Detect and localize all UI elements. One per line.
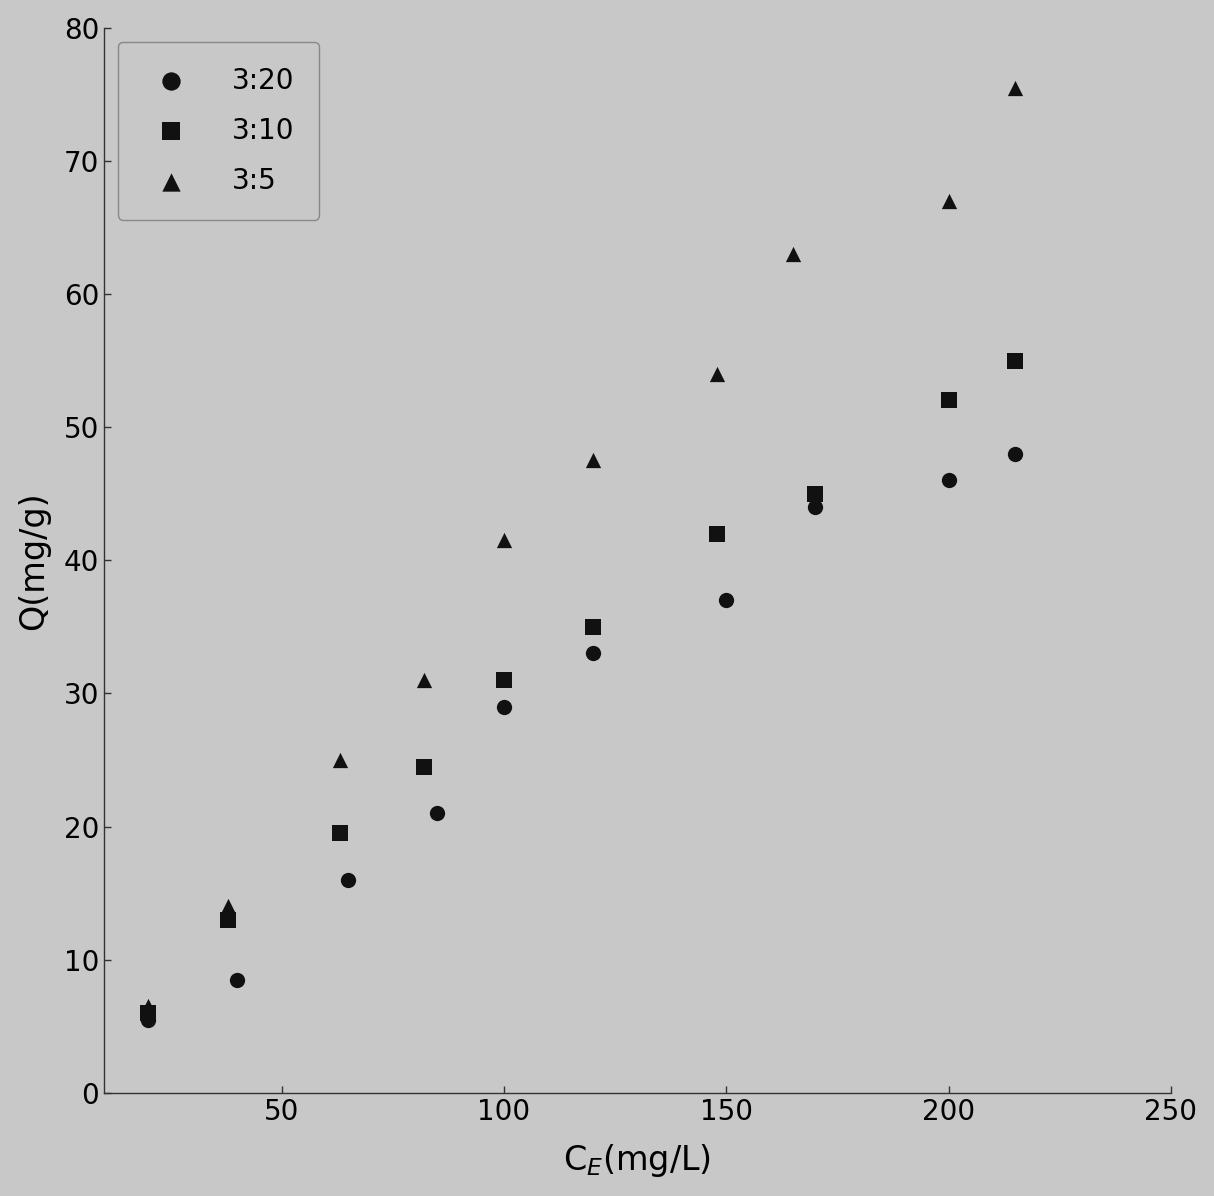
X-axis label: C$_{E}$(mg/L): C$_{E}$(mg/L): [563, 1142, 711, 1179]
3:5: [330, 750, 350, 769]
3:10: [494, 671, 514, 690]
3:5: [219, 897, 238, 916]
3:20: [227, 970, 246, 989]
Y-axis label: Q(mg/g): Q(mg/g): [17, 490, 50, 629]
3:20: [494, 697, 514, 716]
3:10: [708, 524, 727, 543]
3:20: [805, 498, 824, 517]
3:10: [1005, 350, 1025, 370]
3:10: [414, 757, 433, 776]
3:20: [339, 871, 358, 890]
3:10: [138, 1003, 158, 1023]
3:10: [219, 910, 238, 929]
3:20: [938, 471, 958, 490]
3:20: [427, 804, 447, 823]
3:10: [938, 391, 958, 410]
3:5: [583, 451, 602, 470]
3:5: [494, 531, 514, 550]
3:5: [138, 996, 158, 1015]
3:10: [583, 617, 602, 636]
3:5: [414, 671, 433, 690]
3:5: [708, 365, 727, 384]
3:20: [138, 1009, 158, 1029]
3:5: [938, 191, 958, 210]
3:20: [1005, 444, 1025, 463]
3:20: [716, 591, 736, 610]
3:20: [583, 643, 602, 663]
3:10: [805, 484, 824, 504]
Legend: 3:20, 3:10, 3:5: 3:20, 3:10, 3:5: [118, 42, 319, 220]
3:5: [1005, 78, 1025, 97]
3:5: [783, 244, 802, 263]
3:10: [330, 824, 350, 843]
